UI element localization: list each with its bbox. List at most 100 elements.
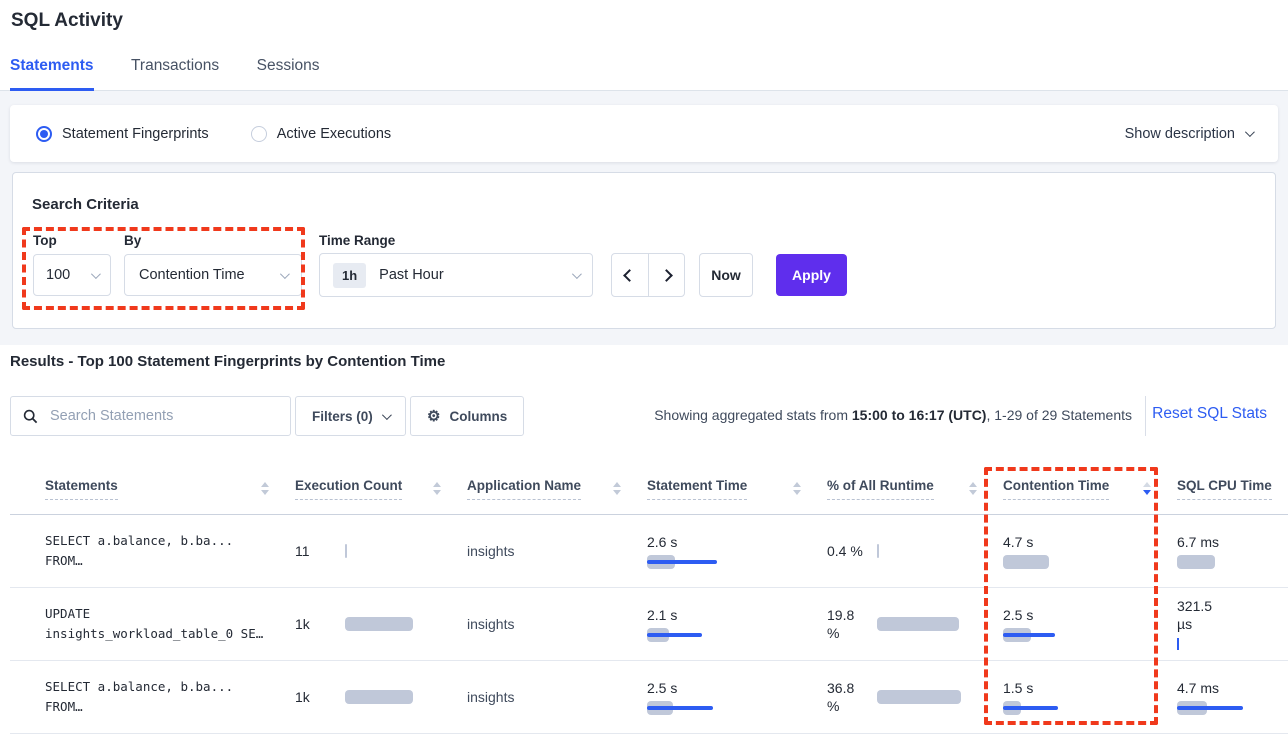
cell-value-line: 2.5 s	[647, 680, 678, 696]
table-row[interactable]: UPDATE insights_workload_table_0 SE… 1k ins…	[10, 588, 1288, 661]
top-select[interactable]: 100	[33, 254, 111, 296]
aggregated-stats-text: Showing aggregated stats from 15:00 to 1…	[654, 407, 1132, 423]
metric-bar	[1003, 628, 1177, 642]
tab-transactions[interactable]: Transactions	[131, 57, 220, 74]
cell-value-line: 4.7 ms	[1177, 680, 1220, 696]
contention-time-cell: 1.5 s	[1003, 661, 1177, 733]
column-header-execution-count[interactable]: Execution Count	[295, 463, 467, 514]
page-header: SQL Activity Statements Transactions Ses…	[0, 0, 1288, 91]
sql-cpu-time-cell: 6.7 ms	[1177, 515, 1288, 587]
time-range-select[interactable]: 1h Past Hour	[319, 253, 593, 297]
stats-suffix: , 1-29 of 29 Statements	[986, 407, 1132, 423]
show-description-toggle[interactable]: Show description	[1124, 125, 1255, 142]
bar-gray-segment	[1003, 555, 1049, 569]
chevron-down-icon	[279, 268, 290, 279]
sort-icon[interactable]	[433, 482, 441, 495]
sql-cpu-time-cell: 4.7 ms	[1177, 661, 1288, 733]
bar-blue-segment	[1177, 706, 1243, 710]
metric-bar	[345, 690, 413, 704]
prev-time-button[interactable]	[612, 254, 649, 296]
statement-cell[interactable]: SELECT a.balance, b.ba... FROM…	[10, 515, 295, 587]
chevron-left-icon	[623, 268, 637, 282]
tab-bar: Statements Transactions Sessions	[10, 57, 353, 91]
cell-value: 6.7 ms	[1177, 533, 1288, 551]
radio-label: Statement Fingerprints	[62, 125, 209, 142]
bar-gray-segment	[345, 544, 347, 558]
cell-value-line: µs	[1177, 616, 1193, 632]
table-row[interactable]: SELECT a.balance, b.ba... FROM… 1k insights…	[10, 661, 1288, 734]
time-nav-group	[611, 253, 685, 297]
column-header-label: Execution Count	[295, 478, 403, 500]
time-range-badge: 1h	[333, 262, 367, 288]
cell-value-line: %	[827, 698, 840, 714]
metric-bar	[345, 617, 413, 631]
execution-count-cell: 11	[295, 515, 467, 587]
results-heading: Results - Top 100 Statement Fingerprints…	[10, 353, 446, 370]
next-time-button[interactable]	[649, 254, 685, 296]
column-header-label: Statements	[45, 478, 118, 500]
table-body: SELECT a.balance, b.ba... FROM… 11 insights…	[10, 515, 1288, 734]
radio-statement-fingerprints[interactable]: Statement Fingerprints	[36, 125, 209, 142]
metric-bar	[647, 628, 827, 642]
now-button[interactable]: Now	[699, 253, 753, 297]
sort-up-arrow	[613, 482, 621, 487]
filters-button[interactable]: Filters (0)	[295, 396, 406, 436]
cell-value: 1.5 s	[1003, 679, 1177, 697]
time-range-label: Time Range	[319, 233, 396, 248]
cell-value-line: %	[827, 625, 840, 641]
bar-blue-segment	[647, 706, 713, 710]
metric-bar	[1003, 701, 1177, 715]
sort-up-arrow	[433, 482, 441, 487]
table-header-row: Statements Execution Count Application Nam…	[10, 463, 1288, 515]
statement-text-line: SELECT a.balance, b.ba...	[45, 679, 234, 694]
time-range-value: Past Hour	[379, 267, 444, 283]
divider	[1145, 396, 1146, 436]
search-statements-input[interactable]	[48, 407, 290, 425]
tab-statements[interactable]: Statements	[10, 57, 94, 91]
sort-icon[interactable]	[1143, 482, 1151, 495]
cell-value-line: 36.8	[827, 680, 855, 696]
cell-value-line: 2.6 s	[647, 534, 678, 550]
application-name: insights	[467, 689, 515, 705]
reset-sql-stats-link[interactable]: Reset SQL Stats	[1152, 405, 1267, 422]
filters-button-label: Filters (0)	[312, 408, 373, 424]
column-header-of-all-runtime[interactable]: % of All Runtime	[827, 463, 1003, 514]
statement-cell[interactable]: UPDATE insights_workload_table_0 SE…	[10, 588, 295, 660]
column-header-statement-time[interactable]: Statement Time	[647, 463, 827, 514]
cell-value: 4.7 s	[1003, 533, 1177, 551]
column-header-statements[interactable]: Statements	[10, 463, 295, 514]
metric-bar	[1177, 555, 1288, 569]
sort-icon[interactable]	[793, 482, 801, 495]
bar-gray-segment	[877, 617, 959, 631]
cell-value-line: 4.7 s	[1003, 534, 1034, 550]
statement-text-line: insights_workload_table_0 SE…	[45, 626, 264, 641]
apply-button[interactable]: Apply	[776, 254, 847, 296]
sort-down-arrow	[969, 490, 977, 495]
sql-cpu-time-cell: 321.5 µs	[1177, 588, 1288, 660]
cell-value: 1k	[295, 615, 335, 633]
cell-value: 321.5 µs	[1177, 597, 1288, 633]
metric-bar	[1003, 555, 1177, 569]
column-header-application-name[interactable]: Application Name	[467, 463, 647, 514]
bar-gray-segment	[345, 690, 413, 704]
statement-time-cell: 2.1 s	[647, 588, 827, 660]
chevron-down-icon	[571, 268, 582, 279]
tab-sessions[interactable]: Sessions	[256, 57, 320, 74]
chevron-down-icon	[90, 268, 101, 279]
show-description-label: Show description	[1124, 125, 1235, 142]
statement-text-line: FROM…	[45, 699, 83, 714]
chevron-down-icon	[1244, 127, 1255, 138]
pct-runtime-cell: 36.8%	[827, 661, 1003, 733]
cell-value: 19.8%	[827, 606, 867, 642]
by-select[interactable]: Contention Time	[124, 254, 302, 296]
table-row[interactable]: SELECT a.balance, b.ba... FROM… 11 insights…	[10, 515, 1288, 588]
columns-button[interactable]: ⚙ Columns	[410, 396, 525, 436]
sort-icon[interactable]	[613, 482, 621, 495]
sort-up-arrow	[793, 482, 801, 487]
sort-icon[interactable]	[969, 482, 977, 495]
sort-icon[interactable]	[261, 482, 269, 495]
statement-cell[interactable]: SELECT a.balance, b.ba... FROM…	[10, 661, 295, 733]
column-header-contention-time[interactable]: Contention Time	[1003, 463, 1177, 514]
radio-active-executions[interactable]: Active Executions	[250, 125, 391, 142]
